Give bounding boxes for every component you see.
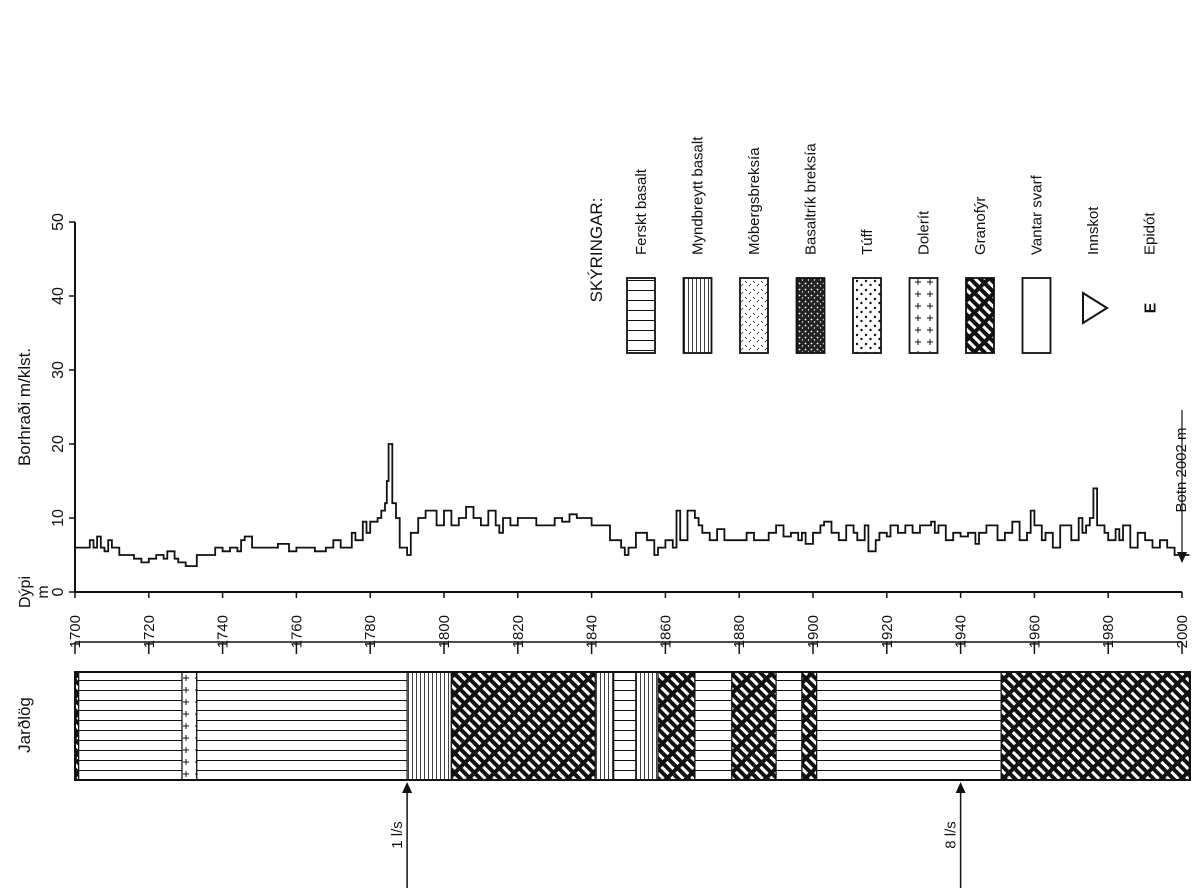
log-outline xyxy=(74,671,1191,781)
x-tick-label: 1720 xyxy=(141,615,158,648)
lithology-column: Jarðlög 1 l/s 8 l/s xyxy=(15,641,1191,888)
log-interval-ferskt xyxy=(775,671,803,781)
legend-label: Myndbreytt basalt xyxy=(690,136,707,255)
legend-swatch-myndbreytt xyxy=(682,277,713,354)
x-tick-label: 1740 xyxy=(215,615,232,648)
legend-item-dolerit: Dolerít xyxy=(908,210,939,354)
y-tick-label: 40 xyxy=(50,287,67,305)
log-interval-myndbreytt xyxy=(594,671,615,781)
drilling-rate-line xyxy=(75,443,1190,567)
log-interval-granofyr xyxy=(731,671,777,781)
legend-item-vantar: Vantar svarf xyxy=(1021,174,1052,354)
y-tick-label: 0 xyxy=(50,587,67,596)
legend-title: SKÝRINGAR: xyxy=(587,198,606,303)
legend-swatch-vantar xyxy=(1021,277,1052,354)
x-tick-label: 1900 xyxy=(805,615,822,648)
legend-item-epidot: Epidót E xyxy=(1142,212,1160,314)
x-tick-label: 1880 xyxy=(731,615,748,648)
x-axis-label: Dýpi xyxy=(17,576,34,608)
x-tick-label: 1940 xyxy=(953,615,970,648)
y-axis-ticks: 0 10 20 30 40 50 xyxy=(50,213,75,596)
x-tick-label: 1960 xyxy=(1026,615,1043,648)
x-tick-label: 1800 xyxy=(436,615,453,648)
log-interval-granofyr xyxy=(1000,671,1190,781)
legend: SKÝRINGAR: Ferskt basalt Myndbreytt basal… xyxy=(587,136,1160,354)
legend-swatch-granofyr xyxy=(965,277,995,354)
y-tick-label: 20 xyxy=(50,435,67,453)
x-axis-ticks: 1700 1720 1740 1760 1780 1800 1820 1840 1860 1880… xyxy=(67,592,1191,648)
inflow-label: 1 l/s xyxy=(389,821,406,849)
legend-label: Basaltrík breksía xyxy=(803,143,820,255)
log-interval-ferskt xyxy=(78,671,183,781)
legend-label: Ferskt basalt xyxy=(633,168,650,255)
drilling-rate-plot: 0 10 20 30 40 50 1700 1720 1740 1760 1780 1800 1820… xyxy=(15,213,1191,648)
log-interval-granofyr xyxy=(657,671,696,781)
legend-swatch-tuff xyxy=(852,277,882,354)
legend-swatch-dolerit xyxy=(908,277,939,354)
log-interval-ferskt xyxy=(816,671,1002,781)
legend-swatch-mobergs xyxy=(739,277,769,354)
x-tick-label: 1780 xyxy=(362,615,379,648)
legend-symbol-epidot: E xyxy=(1143,302,1160,313)
legend-items: Ferskt basalt Myndbreytt basalt Móbergsbre… xyxy=(626,136,1160,354)
legend-label: Innskot xyxy=(1085,206,1102,255)
log-interval-granofyr xyxy=(450,671,596,781)
y-tick-label: 10 xyxy=(50,509,67,527)
legend-item-granofyr: Granofýr xyxy=(965,197,995,354)
y-tick-label: 30 xyxy=(50,361,67,379)
x-tick-label: 1920 xyxy=(879,615,896,648)
log-scale-ticks xyxy=(74,642,1183,654)
x-tick-label: 1980 xyxy=(1100,615,1117,648)
legend-label: Epidót xyxy=(1142,212,1159,255)
y-axis-label: Borhraði m/klst. xyxy=(15,348,34,466)
log-intervals xyxy=(74,671,1190,781)
log-title: Jarðlög xyxy=(15,697,34,753)
legend-item-myndbreytt: Myndbreytt basalt xyxy=(682,136,713,354)
x-tick-label: 2000 xyxy=(1174,615,1191,648)
inflow-arrowhead xyxy=(955,782,966,793)
inflow-label: 8 l/s xyxy=(943,821,960,849)
log-interval-ferskt xyxy=(694,671,733,781)
x-tick-label: 1840 xyxy=(584,615,601,648)
legend-label: Dolerít xyxy=(916,210,933,255)
legend-label: Granofýr xyxy=(972,197,989,255)
legend-label: Túff xyxy=(859,229,876,255)
legend-item-basaltrik: Basaltrík breksía xyxy=(795,143,826,354)
inflow-markers: 1 l/s 8 l/s xyxy=(389,782,966,888)
botn-label: Botn 2002 m xyxy=(1173,427,1190,512)
inflow-arrowhead xyxy=(402,782,413,793)
legend-label: Vantar svarf xyxy=(1029,174,1046,255)
legend-label: Móbergsbreksía xyxy=(746,147,763,255)
log-interval-ferskt xyxy=(196,671,408,781)
y-tick-label: 50 xyxy=(50,213,67,231)
legend-item-mobergs: Móbergsbreksía xyxy=(739,147,769,354)
legend-item-innskot: Innskot xyxy=(1082,206,1109,325)
legend-item-tuff: Túff xyxy=(852,229,882,354)
log-interval-dolerit xyxy=(181,671,198,781)
x-tick-label: 1760 xyxy=(288,615,305,648)
x-tick-label: 1860 xyxy=(657,615,674,648)
botn-arrowhead xyxy=(1177,552,1187,563)
legend-swatch-basaltrik xyxy=(795,277,826,354)
x-axis-unit: m xyxy=(35,585,52,598)
x-tick-label: 1700 xyxy=(67,615,84,648)
log-interval-ferskt xyxy=(613,671,637,781)
legend-swatch-ferskt xyxy=(626,277,656,354)
log-interval-myndbreytt xyxy=(406,671,452,781)
legend-swatch-innskot xyxy=(1082,291,1109,325)
log-interval-myndbreytt xyxy=(635,671,659,781)
legend-item-ferskt: Ferskt basalt xyxy=(626,168,656,354)
log-interval-granofyr xyxy=(801,671,818,781)
x-tick-label: 1820 xyxy=(510,615,527,648)
